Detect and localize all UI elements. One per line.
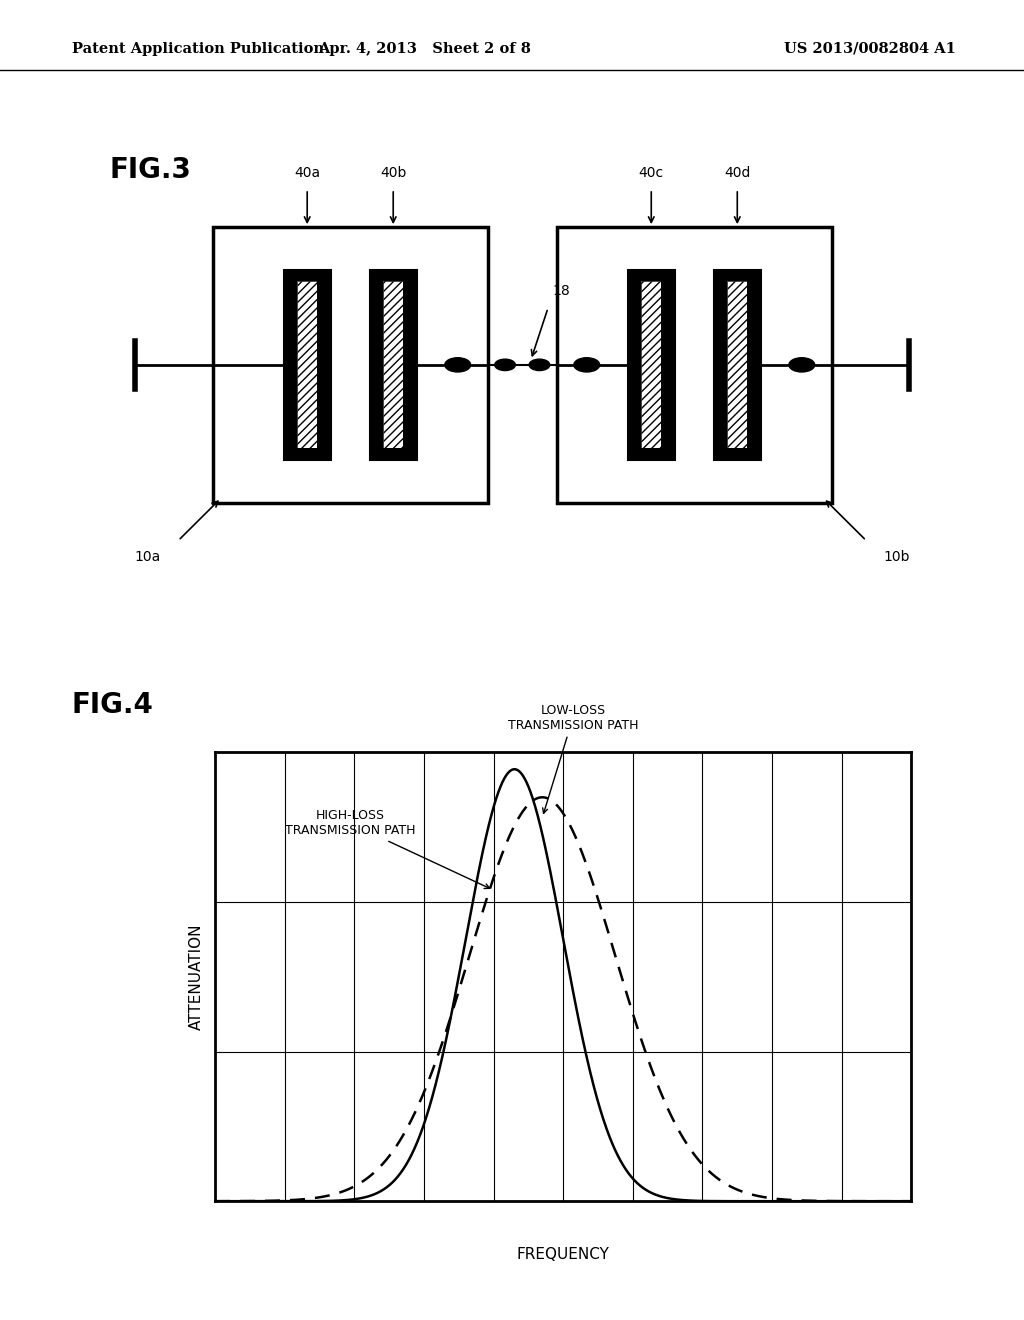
- Text: FIG.4: FIG.4: [72, 692, 154, 719]
- Text: LOW-LOSS
TRANSMISSION PATH: LOW-LOSS TRANSMISSION PATH: [508, 704, 638, 813]
- Bar: [284, 269, 331, 459]
- Text: 18: 18: [552, 284, 570, 298]
- Bar: [727, 281, 748, 449]
- Text: 40b: 40b: [380, 165, 407, 180]
- Circle shape: [529, 359, 550, 371]
- Text: 40d: 40d: [724, 165, 751, 180]
- Text: 40c: 40c: [639, 165, 664, 180]
- Circle shape: [444, 358, 471, 372]
- Text: 10a: 10a: [135, 550, 161, 564]
- Bar: [727, 281, 748, 449]
- Circle shape: [788, 358, 815, 372]
- Bar: [714, 269, 761, 459]
- Text: HIGH-LOSS
TRANSMISSION PATH: HIGH-LOSS TRANSMISSION PATH: [285, 809, 489, 888]
- Text: FREQUENCY: FREQUENCY: [517, 1247, 609, 1262]
- Bar: [641, 281, 662, 449]
- Text: FIG.3: FIG.3: [110, 156, 191, 183]
- Bar: [297, 281, 317, 449]
- Circle shape: [495, 359, 515, 371]
- Y-axis label: ATTENUATION: ATTENUATION: [189, 924, 204, 1030]
- Bar: [383, 281, 403, 449]
- Text: US 2013/0082804 A1: US 2013/0082804 A1: [784, 42, 956, 55]
- Text: 40a: 40a: [294, 165, 321, 180]
- Bar: [383, 281, 403, 449]
- Bar: [213, 227, 487, 503]
- Text: Apr. 4, 2013   Sheet 2 of 8: Apr. 4, 2013 Sheet 2 of 8: [318, 42, 531, 55]
- Bar: [641, 281, 662, 449]
- Bar: [297, 281, 317, 449]
- Circle shape: [573, 358, 600, 372]
- Text: Patent Application Publication: Patent Application Publication: [72, 42, 324, 55]
- Bar: [628, 269, 675, 459]
- Text: 10b: 10b: [884, 550, 910, 564]
- Bar: [557, 227, 831, 503]
- Bar: [370, 269, 417, 459]
